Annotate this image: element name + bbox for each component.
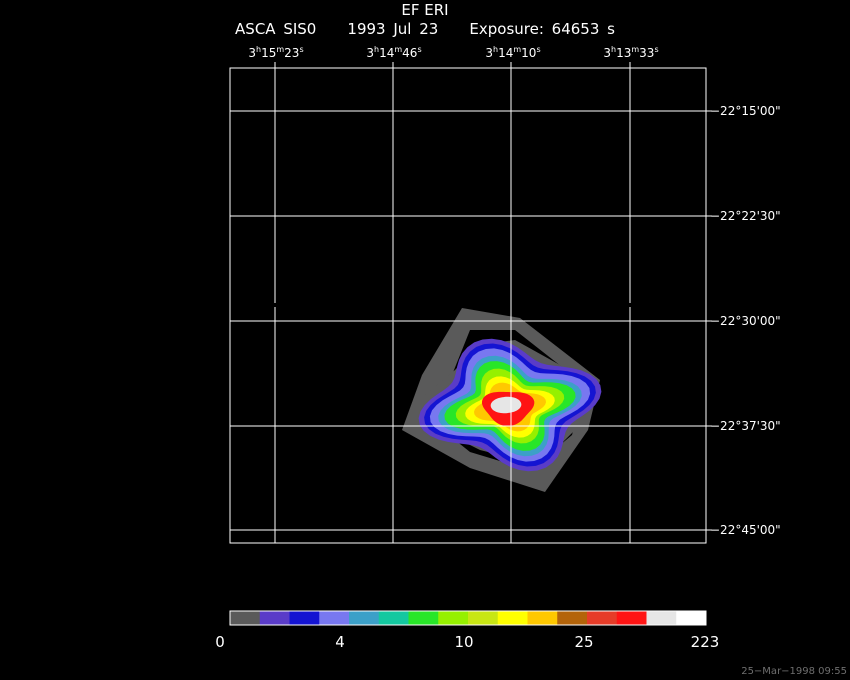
colorbar-segment: [646, 611, 677, 625]
dec-tick-label: −22°30'00": [710, 314, 781, 328]
ra-tick-label: 3h14m10s: [485, 45, 541, 60]
colorbar-segment: [438, 611, 469, 625]
colorbar-segment: [349, 611, 380, 625]
colorbar-segment: [378, 611, 409, 625]
dec-tick-label: −22°45'00": [710, 523, 781, 537]
colorbar-tick-label: 223: [690, 633, 720, 651]
colorbar-segment: [259, 611, 290, 625]
colorbar-segment: [289, 611, 320, 625]
colorbar-segment: [557, 611, 588, 625]
chart-subtitle: ASCA SIS0 1993 Jul 23 Exposure: 64653 s: [0, 20, 850, 38]
instrument-label: ASCA SIS0: [235, 20, 317, 38]
colorbar-segment: [230, 611, 261, 625]
timestamp: 25−Mar−1998 09:55: [741, 666, 847, 677]
colorbar-tick-label: 4: [335, 633, 345, 651]
colorbar-segment: [616, 611, 647, 625]
colorbar-segment: [497, 611, 528, 625]
colorbar-tick-label: 25: [574, 633, 594, 651]
colorbar-segment: [468, 611, 499, 625]
chart-title: EF ERI: [401, 1, 449, 19]
colorbar-frame: [229, 610, 707, 626]
colorbar-segment: [587, 611, 618, 625]
colorbar-segment: [676, 611, 707, 625]
dec-tick-label: −22°15'00": [710, 104, 781, 118]
dec-tick-label: −22°37'30": [710, 419, 781, 433]
source-emission: [402, 308, 602, 492]
ra-tick-label: 3h14m46s: [366, 45, 422, 60]
colorbar-tick-label: 10: [454, 633, 474, 651]
plot-frame: [229, 67, 707, 544]
exposure-label: Exposure: 64653 s: [469, 20, 615, 38]
observation-date: 1993 Jul 23: [347, 20, 439, 38]
ra-tick-label: 3h13m33s: [603, 45, 659, 60]
colorbar-tick-label: 0: [215, 633, 225, 651]
ra-tick-label: 3h15m23s: [248, 45, 304, 60]
colorbar-segment: [319, 611, 350, 625]
emission-level-14: [490, 396, 522, 414]
colorbar-segment: [408, 611, 439, 625]
dec-tick-label: −22°22'30": [710, 209, 781, 223]
colorbar-segment: [527, 611, 558, 625]
